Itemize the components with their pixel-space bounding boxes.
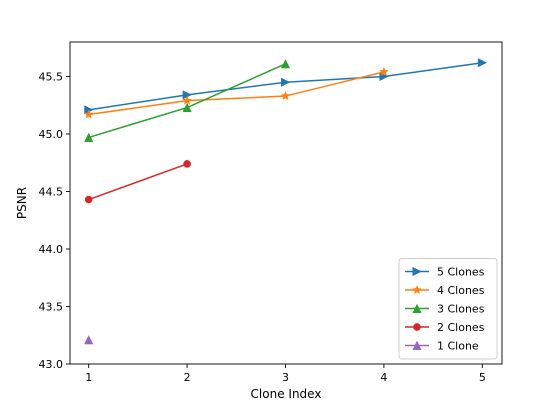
data-point (84, 195, 93, 204)
y-tick-label: 45.5 (39, 71, 64, 84)
data-point (379, 66, 389, 77)
x-tick-label: 4 (380, 371, 387, 384)
legend-item: 5 Clones (405, 266, 485, 279)
x-tick-label: 5 (479, 371, 486, 384)
legend: 5 Clones 4 Clones 3 Clones 2 Clones 1 Clone (398, 258, 498, 360)
y-tick-label: 43.0 (39, 358, 64, 371)
data-point (280, 90, 291, 101)
legend-item: 4 Clones (405, 284, 485, 297)
legend-item: 1 Clone (405, 340, 479, 353)
data-point (84, 132, 94, 142)
series-layer (83, 58, 488, 345)
legend-label: 4 Clones (437, 284, 485, 297)
y-axis: 43.0 43.5 44.0 44.5 45.0 45.5 (39, 71, 70, 371)
data-point (281, 77, 291, 87)
data-point (183, 160, 191, 168)
data-point (83, 109, 94, 119)
x-tick-label: 3 (282, 371, 289, 384)
legend-label: 1 Clone (437, 340, 479, 353)
legend-marker (412, 340, 422, 350)
series-line (88, 163, 188, 201)
legend-label: 2 Clones (437, 321, 485, 334)
series-4 (84, 160, 191, 204)
x-tick-label: 1 (85, 371, 92, 384)
x-axis-label: Clone Index (251, 387, 322, 401)
legend-item: 2 Clones (405, 321, 485, 334)
legend-marker (412, 284, 422, 295)
x-tick-label: 2 (184, 371, 191, 384)
series-2 (83, 66, 389, 119)
data-point (84, 335, 94, 345)
series-3 (84, 59, 291, 142)
plot-frame (69, 41, 503, 365)
data-point (182, 102, 192, 112)
data-point (182, 95, 192, 105)
legend-marker (412, 266, 422, 277)
plot-area (69, 41, 503, 365)
y-tick-label: 44.5 (39, 186, 64, 199)
series-5 (84, 335, 94, 345)
legend-marker (413, 323, 421, 331)
series-line (88, 71, 385, 116)
legend-box (398, 258, 498, 360)
legend-label: 5 Clones (437, 266, 485, 279)
legend-label: 3 Clones (437, 303, 485, 316)
legend-marker (412, 303, 422, 313)
y-tick-label: 45.0 (39, 128, 64, 141)
x-axis: 1 2 3 4 5 (85, 364, 486, 384)
y-tick-label: 44.0 (39, 243, 64, 256)
series-line (88, 61, 483, 111)
y-tick-label: 43.5 (39, 301, 64, 314)
data-point (477, 58, 488, 68)
data-point (280, 59, 291, 69)
y-axis-label: PSNR (15, 187, 29, 219)
legend-item: 3 Clones (405, 303, 485, 316)
